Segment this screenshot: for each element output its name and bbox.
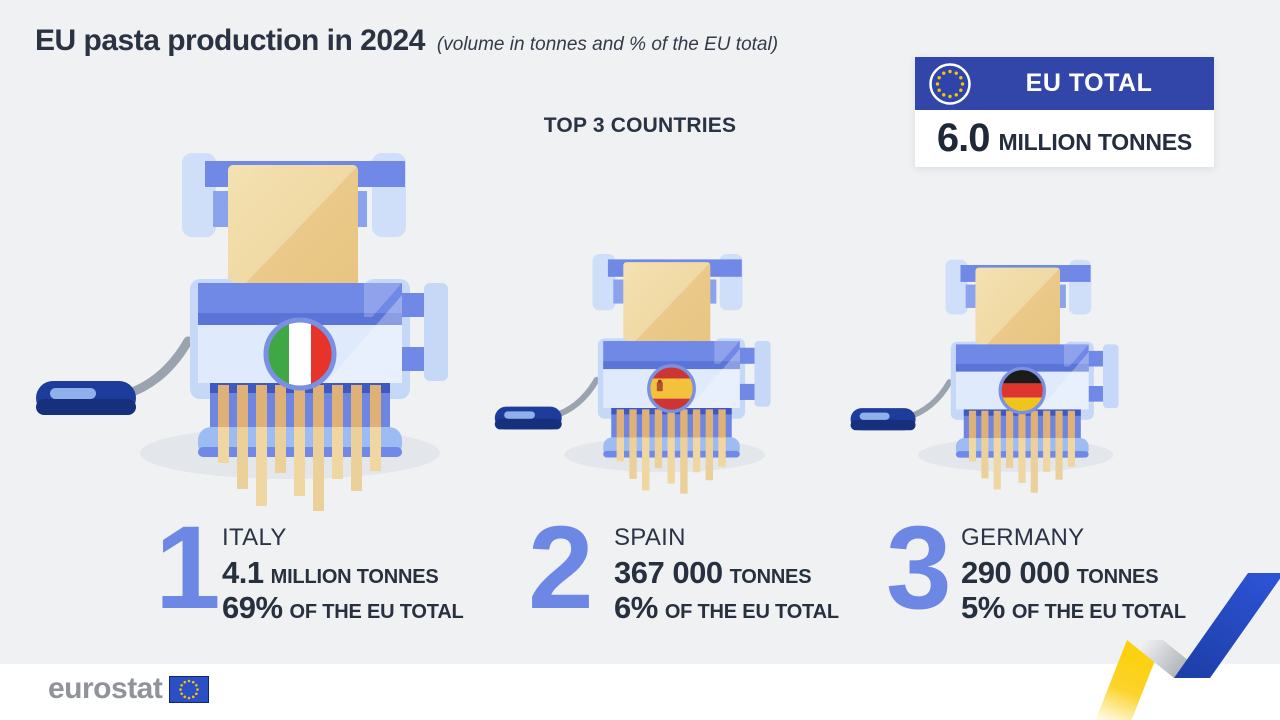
eurostat-logo: eurostat xyxy=(48,672,210,706)
rank-number-1: 1 xyxy=(155,502,221,634)
country-volume: 290 000 TONNES xyxy=(961,556,1186,590)
share-unit: OF THE EU TOTAL xyxy=(664,601,839,623)
country-volume: 4.1 MILLION TONNES xyxy=(222,556,464,590)
eu-total-value: 6.0 xyxy=(936,116,991,160)
rank-number-3: 3 xyxy=(886,502,952,634)
country-stats-germany: GERMANY 290 000 TONNES 5% OF THE EU TOTA… xyxy=(961,524,1186,625)
pasta-machine-italy xyxy=(20,141,450,513)
spain-flag-icon xyxy=(647,364,696,414)
eurostat-ribbon-graphic xyxy=(1095,573,1280,720)
section-heading: TOP 3 COUNTRIES xyxy=(543,114,737,137)
pasta-machine-spain xyxy=(484,246,772,495)
eu-total-value-row: 6.0 MILLION TONNES xyxy=(915,110,1214,167)
volume-unit: TONNES xyxy=(1076,566,1159,588)
title-text: EU pasta production in 2024 xyxy=(35,24,425,57)
share-value: 6% xyxy=(614,590,658,625)
eu-total-card: EU TOTAL 6.0 MILLION TONNES xyxy=(915,57,1214,167)
country-stats-spain: SPAIN 367 000 TONNES 6% OF THE EU TOTAL xyxy=(614,524,839,625)
eu-flag-icon xyxy=(929,62,971,105)
eu-total-unit: MILLION TONNES xyxy=(998,128,1193,155)
title-subtitle: (volume in tonnes and % of the EU total) xyxy=(436,34,779,55)
eu-total-header: EU TOTAL xyxy=(915,57,1214,110)
eu-total-label: EU TOTAL xyxy=(1025,69,1153,97)
volume-unit: MILLION TONNES xyxy=(270,566,439,588)
country-stats-italy: ITALY 4.1 MILLION TONNES 69% OF THE EU T… xyxy=(222,524,464,625)
share-unit: OF THE EU TOTAL xyxy=(1011,601,1186,623)
country-share: 5% OF THE EU TOTAL xyxy=(961,591,1186,625)
volume-unit: TONNES xyxy=(729,566,812,588)
page-title: EU pasta production in 2024 (volume in t… xyxy=(35,24,778,58)
italy-flag-icon xyxy=(263,317,337,391)
eurostat-wordmark: eurostat xyxy=(48,672,163,705)
country-share: 6% OF THE EU TOTAL xyxy=(614,591,839,625)
pasta-machine-germany xyxy=(840,252,1120,494)
country-share: 69% OF THE EU TOTAL xyxy=(222,591,464,625)
country-volume: 367 000 TONNES xyxy=(614,556,839,590)
share-value: 5% xyxy=(961,590,1005,625)
volume-value: 290 000 xyxy=(961,555,1070,590)
eu-flag-icon xyxy=(169,675,210,703)
country-name: SPAIN xyxy=(614,524,686,551)
rank-number-2: 2 xyxy=(528,502,594,634)
country-name: GERMANY xyxy=(961,524,1085,551)
volume-value: 4.1 xyxy=(222,555,264,590)
volume-value: 367 000 xyxy=(614,555,723,590)
footer-band xyxy=(0,664,1280,720)
germany-flag-icon xyxy=(998,366,1047,415)
share-value: 69% xyxy=(222,590,283,625)
country-name: ITALY xyxy=(222,524,287,551)
share-unit: OF THE EU TOTAL xyxy=(289,601,464,623)
